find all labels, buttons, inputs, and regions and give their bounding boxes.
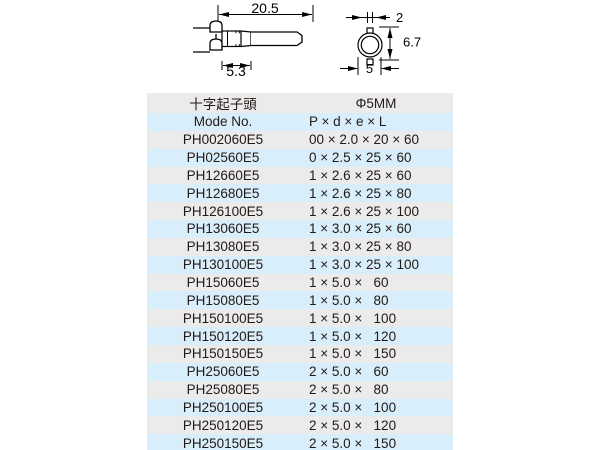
- svg-text:20.5: 20.5: [251, 0, 278, 16]
- svg-text:5: 5: [366, 61, 373, 76]
- svg-text:6.7: 6.7: [403, 35, 421, 50]
- svg-text:2: 2: [396, 10, 403, 25]
- svg-text:5.3: 5.3: [226, 63, 246, 79]
